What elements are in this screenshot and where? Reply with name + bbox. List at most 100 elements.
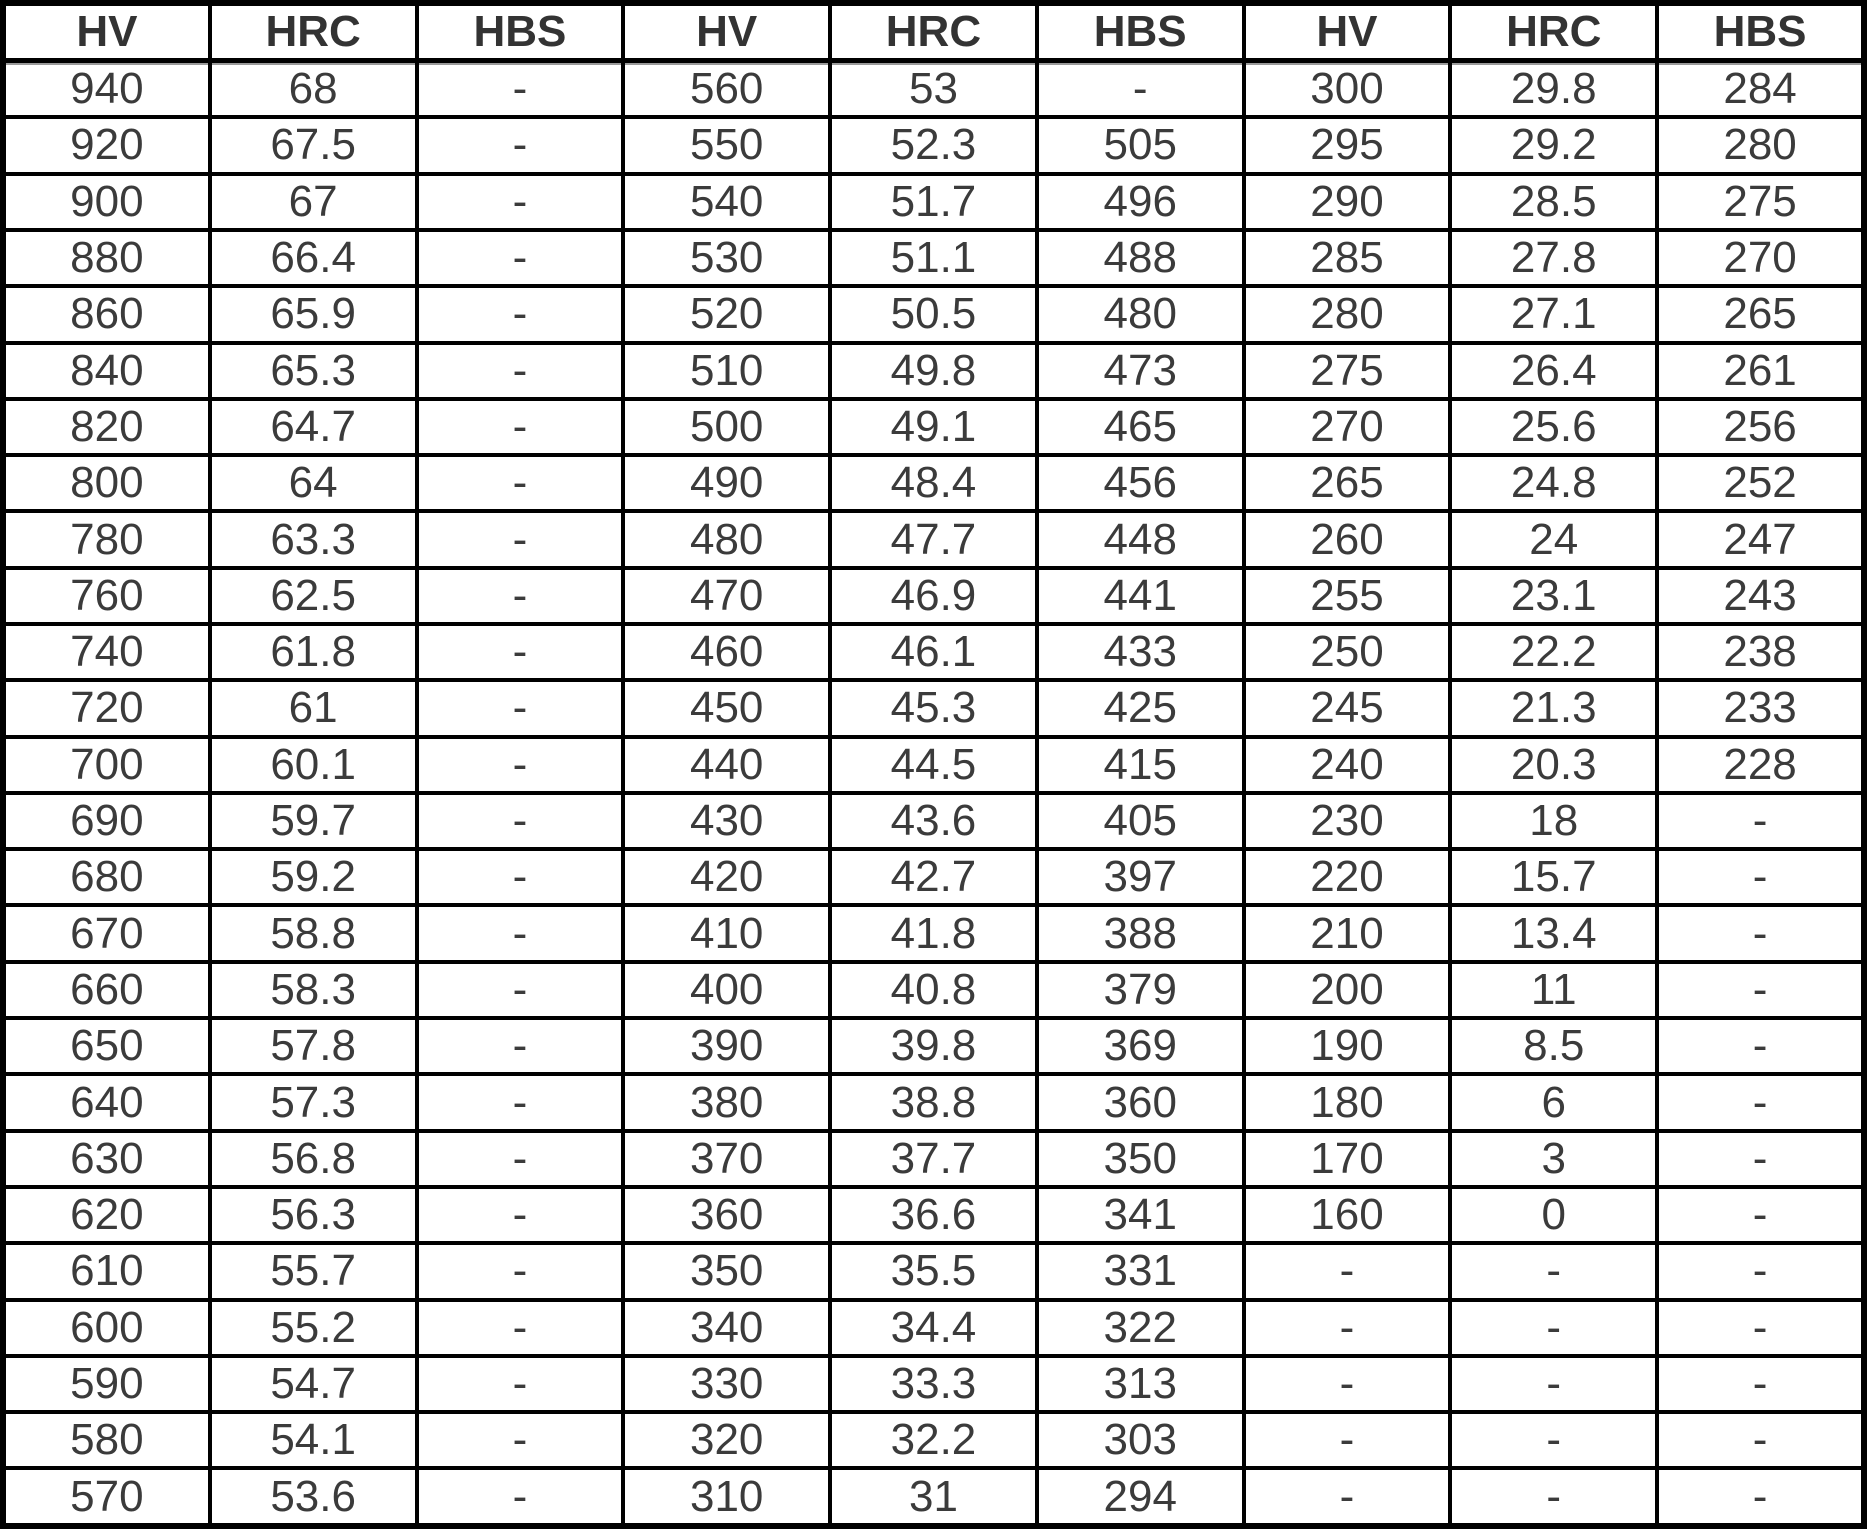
table-cell: 350	[1034, 1128, 1246, 1189]
table-row: 860 65.9-520 50.5 480 280 27.1 265	[1, 284, 1866, 345]
table-cell: 640	[1, 1072, 212, 1133]
table-cell: 65.9	[207, 284, 419, 345]
table-cell: 190	[1241, 1016, 1453, 1077]
table-row: 660 58.3-400 40.8 379 200 11-	[1, 959, 1866, 1021]
table-cell: 0	[1448, 1184, 1660, 1246]
table-cell: -	[414, 678, 626, 739]
table-cell: 294	[1034, 1466, 1246, 1528]
table-cell: -	[414, 1297, 626, 1358]
table-cell: 550	[621, 115, 833, 176]
table-cell: 61.8	[207, 621, 419, 683]
table-cell: 256	[1655, 396, 1866, 458]
table-row: 610 55.7-350 35.5 331- - -	[1, 1241, 1866, 1302]
table-cell: 247	[1655, 509, 1866, 570]
table-cell: 65.3	[207, 340, 419, 401]
table-row: 800 64-490 48.4 456 265 24.8 252	[1, 453, 1866, 514]
table-cell: -	[1655, 959, 1866, 1021]
table-cell: 450	[621, 678, 833, 739]
table-cell: -	[1655, 847, 1866, 908]
table-cell: 46.1	[828, 621, 1039, 683]
table-row: 580 54.1-320 32.2 303- - -	[1, 1410, 1866, 1471]
table-cell: -	[1448, 1410, 1660, 1471]
table-cell: 590	[1, 1353, 212, 1415]
table-cell: -	[414, 959, 626, 1021]
table-cell: 57.3	[207, 1072, 419, 1133]
table-cell: 490	[621, 453, 833, 514]
table-cell: 300	[1241, 58, 1453, 120]
table-cell: 38.8	[828, 1072, 1039, 1133]
table-cell: 322	[1034, 1297, 1246, 1358]
table-row: 590 54.7-330 33.3 313- - -	[1, 1353, 1866, 1415]
table-row: 570 53.6-310 31 294- - -	[1, 1466, 1866, 1528]
table-cell: -	[414, 396, 626, 458]
table-cell: -	[1655, 1466, 1866, 1528]
table-cell: -	[414, 171, 626, 232]
table-cell: -	[1241, 1410, 1453, 1471]
table-cell: 37.7	[828, 1128, 1039, 1189]
table-cell: 460	[621, 621, 833, 683]
table-cell: 36.6	[828, 1184, 1039, 1246]
table-cell: 58.3	[207, 959, 419, 1021]
table-cell: 252	[1655, 453, 1866, 514]
table-cell: 68	[207, 58, 419, 120]
table-cell: -	[414, 1353, 626, 1415]
table-cell: 400	[621, 959, 833, 1021]
table-cell: 31	[828, 1466, 1039, 1528]
table-cell: 23.1	[1448, 565, 1660, 626]
table-row: 900 67-540 51.7 496 290 28.5 275	[1, 171, 1866, 232]
table-cell: 240	[1241, 734, 1453, 795]
table-row: 880 66.4-530 51.1 488 285 27.8 270	[1, 227, 1866, 289]
table-cell: -	[1655, 1241, 1866, 1302]
table-cell: 42.7	[828, 847, 1039, 908]
table-cell: 265	[1655, 284, 1866, 345]
table-cell: 388	[1034, 903, 1246, 964]
header-cell-hrc-7: HRC	[1448, 1, 1660, 63]
table-cell: 61	[207, 678, 419, 739]
table-cell: 440	[621, 734, 833, 795]
table-cell: 341	[1034, 1184, 1246, 1246]
table-cell: 690	[1, 790, 212, 852]
table-cell: 620	[1, 1184, 212, 1246]
table-cell: 27.8	[1448, 227, 1660, 289]
table-cell: -	[1655, 1016, 1866, 1077]
table-cell: 24.8	[1448, 453, 1660, 514]
table-cell: 55.2	[207, 1297, 419, 1358]
table-cell: 39.8	[828, 1016, 1039, 1077]
table-cell: 26.4	[1448, 340, 1660, 401]
table-cell: 60.1	[207, 734, 419, 795]
table-row: 740 61.8-460 46.1 433 250 22.2 238	[1, 621, 1866, 683]
table-row: 650 57.8-390 39.8 369 190 8.5-	[1, 1016, 1866, 1077]
table-row: 640 57.3-380 38.8 360 180 6-	[1, 1072, 1866, 1133]
table-cell: 270	[1655, 227, 1866, 289]
table-cell: 420	[621, 847, 833, 908]
table-cell: 680	[1, 847, 212, 908]
table-cell: -	[1034, 58, 1246, 120]
table-cell: 28.5	[1448, 171, 1660, 232]
table-cell: 900	[1, 171, 212, 232]
table-cell: 800	[1, 453, 212, 514]
table-cell: 265	[1241, 453, 1453, 514]
table-cell: 32.2	[828, 1410, 1039, 1471]
table-cell: -	[414, 1410, 626, 1471]
table-cell: 465	[1034, 396, 1246, 458]
table-row: 670 58.8-410 41.8 388 210 13.4-	[1, 903, 1866, 964]
table-cell: 29.8	[1448, 58, 1660, 120]
table-cell: 49.8	[828, 340, 1039, 401]
table-cell: 275	[1655, 171, 1866, 232]
table-cell: -	[1655, 1297, 1866, 1358]
table-cell: 660	[1, 959, 212, 1021]
table-cell: 370	[621, 1128, 833, 1189]
table-cell: 41.8	[828, 903, 1039, 964]
table-cell: 230	[1241, 790, 1453, 852]
table-cell: -	[414, 227, 626, 289]
table-cell: 54.7	[207, 1353, 419, 1415]
table-cell: 15.7	[1448, 847, 1660, 908]
table-cell: 21.3	[1448, 678, 1660, 739]
table-cell: 425	[1034, 678, 1246, 739]
table-cell: -	[414, 1016, 626, 1077]
table-cell: 6	[1448, 1072, 1660, 1133]
table-cell: 63.3	[207, 509, 419, 570]
table-cell: 369	[1034, 1016, 1246, 1077]
table-cell: 610	[1, 1241, 212, 1302]
table-cell: 40.8	[828, 959, 1039, 1021]
